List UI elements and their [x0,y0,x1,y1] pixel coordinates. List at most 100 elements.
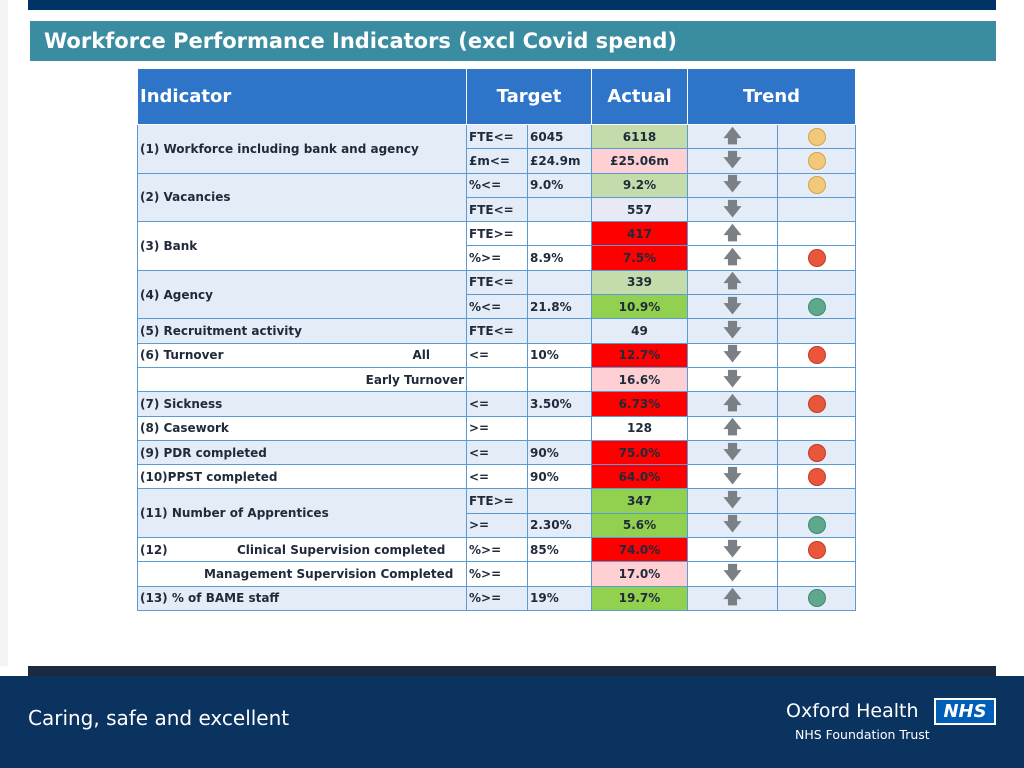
target-operator: %<= [466,172,528,198]
target-value [527,561,592,587]
target-value [527,196,592,223]
rag-cell [777,221,856,247]
indicator-cell: (11) Number of Apprentices [137,488,467,539]
actual-value: 49 [591,318,688,344]
actual-value: 16.6% [591,366,688,393]
indicator-cell: (1) Workforce including bank and agency [137,124,467,174]
amber-status-icon [807,176,826,195]
trend-cell: 🡅 [687,391,778,417]
target-value: 10% [527,342,592,368]
target-value: £24.9m [527,148,592,174]
rag-cell [777,488,856,514]
down-arrow-icon: 🡇 [723,198,742,220]
trend-cell: 🡇 [687,342,778,368]
target-value [527,221,592,247]
up-arrow-icon: 🡅 [723,392,742,414]
target-operator: %>= [466,561,528,587]
down-arrow-icon: 🡇 [723,320,742,342]
target-operator: <= [466,439,528,466]
rag-cell [777,294,856,320]
actual-value: 17.0% [591,561,688,587]
trend-cell: 🡅 [687,415,778,441]
rag-cell [777,318,856,344]
footer-tagline: Caring, safe and excellent [28,706,290,730]
target-operator: <= [466,391,528,417]
nhs-logo: NHS [934,698,996,725]
target-operator: FTE<= [466,269,528,296]
target-value: 90% [527,464,592,490]
indicator-cell: (8) Casework [137,415,467,441]
target-value: 90% [527,439,592,466]
indicator-cell: Management Supervision Completed [137,561,467,587]
trend-cell: 🡇 [687,172,778,198]
actual-value: £25.06m [591,148,688,174]
target-value [527,318,592,344]
top-accent-bar [28,0,996,10]
target-operator: FTE>= [466,221,528,247]
rag-cell [777,415,856,441]
rag-cell [777,366,856,393]
up-arrow-icon: 🡅 [723,247,742,269]
org-logo-name: Oxford Health [786,700,919,722]
target-value: 2.30% [527,512,592,539]
nhs-logo-text: NHS [936,700,994,723]
table-row: %>= 8.9% 7.5% 🡅 [138,245,856,271]
trend-cell: 🡅 [687,245,778,271]
green-status-icon [807,297,826,316]
actual-value: 128 [591,415,688,441]
target-operator: <= [466,342,528,368]
actual-value: 9.2% [591,172,688,198]
table-row: (3) Bank FTE>= 417 🡅 [137,221,856,271]
trend-cell: 🡇 [687,439,778,466]
actual-value: 6118 [591,123,688,150]
indicator-cell: (5) Recruitment activity [137,318,467,344]
header-actual: Actual [591,68,688,125]
header-trend: Trend [687,68,856,125]
up-arrow-icon: 🡅 [723,587,742,609]
target-operator: FTE>= [466,488,528,514]
actual-value: 417 [591,221,688,247]
indicator-cell: (10)PPST completed [137,464,467,490]
target-value [527,269,592,296]
down-arrow-icon: 🡇 [723,368,742,390]
actual-value: 7.5% [591,245,688,271]
actual-value: 10.9% [591,294,688,320]
trend-cell: 🡇 [687,512,778,539]
table-row: (1) Workforce including bank and agency … [137,123,856,174]
up-arrow-icon: 🡅 [723,271,742,293]
rag-cell [777,585,856,611]
trend-cell: 🡅 [687,221,778,247]
red-status-icon [807,540,826,559]
rag-cell [777,269,856,296]
table-row: Early Turnover 16.6% 🡇 [137,366,856,393]
trend-cell: 🡇 [687,366,778,393]
indicator-cell: (12) Clinical Supervision completed [137,537,467,563]
amber-status-icon [807,127,826,146]
target-operator: >= [466,512,528,539]
target-operator: %>= [466,537,528,563]
indicator-cell: (7) Sickness [137,391,467,417]
target-value: 21.8% [527,294,592,320]
target-value: 85% [527,537,592,563]
table-row: %<= 21.8% 10.9% 🡇 [138,294,856,320]
down-arrow-icon: 🡇 [723,538,742,560]
target-value [527,366,592,393]
rag-cell [777,439,856,466]
down-arrow-icon: 🡇 [723,344,742,366]
target-operator: <= [466,464,528,490]
table-row: (12) Clinical Supervision completed %>= … [137,537,856,563]
trend-cell: 🡇 [687,148,778,174]
actual-value: 75.0% [591,439,688,466]
table-row: (4) Agency FTE<= 339 🡅 [137,269,856,320]
table-row: (10)PPST completed <= 90% 64.0% 🡇 [137,464,856,490]
actual-value: 64.0% [591,464,688,490]
target-operator: FTE<= [466,123,528,150]
org-logo-subtitle: NHS Foundation Trust [795,727,930,742]
target-value [527,415,592,441]
header-target: Target [466,68,592,125]
target-operator [466,366,528,393]
red-status-icon [807,249,826,268]
table-row: £m<= £24.9m £25.06m 🡇 [138,148,856,174]
rag-cell [777,464,856,490]
rag-cell [777,123,856,150]
